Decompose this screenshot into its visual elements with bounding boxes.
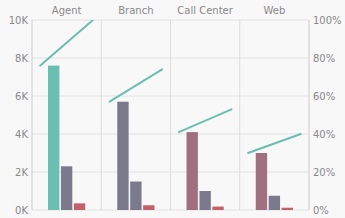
y2-tick-label: 0%	[313, 205, 329, 216]
bar	[187, 132, 198, 210]
y-tick-label: 10K	[9, 15, 29, 26]
axes: 0K 2K 4K 6K 8K 10K 0% 20% 40% 60% 80% 100%	[9, 15, 342, 216]
bar	[212, 207, 223, 210]
plot-area	[40, 20, 300, 210]
group-separator	[101, 20, 102, 210]
bar	[269, 196, 280, 210]
bar	[282, 208, 293, 210]
y2-tick-label: 60%	[313, 91, 335, 102]
background	[0, 0, 345, 218]
y-axis-line	[32, 20, 33, 210]
bar	[61, 166, 72, 210]
bar	[199, 191, 210, 210]
bar	[143, 205, 154, 210]
line-segment	[179, 109, 232, 132]
y2-tick-label: 80%	[313, 53, 335, 64]
bar	[48, 66, 59, 210]
y2-axis-line	[309, 20, 310, 210]
chart: 0K 2K 4K 6K 8K 10K 0% 20% 40% 60% 80% 100% Agent Bran…	[0, 0, 345, 218]
bar	[130, 182, 141, 211]
group-separator	[239, 20, 240, 210]
bar	[256, 153, 267, 210]
category-label: Agent	[52, 5, 82, 16]
group-separator	[170, 20, 171, 210]
category-label: Call Center	[177, 5, 233, 16]
line-segment	[248, 134, 301, 153]
category-label: Web	[263, 5, 285, 16]
y-tick-label: 4K	[15, 129, 28, 140]
bar	[74, 203, 85, 210]
y2-tick-label: 40%	[313, 129, 335, 140]
y-tick-label: 2K	[15, 167, 28, 178]
y2-tick-label: 100%	[313, 15, 342, 26]
y2-tick-label: 20%	[313, 167, 335, 178]
y-tick-label: 6K	[15, 91, 28, 102]
category-label: Branch	[118, 5, 153, 16]
line-segment	[110, 69, 163, 101]
line-segment	[40, 20, 93, 66]
y-tick-label: 8K	[15, 53, 28, 64]
bar	[117, 102, 128, 210]
y-tick-label: 0K	[15, 205, 28, 216]
